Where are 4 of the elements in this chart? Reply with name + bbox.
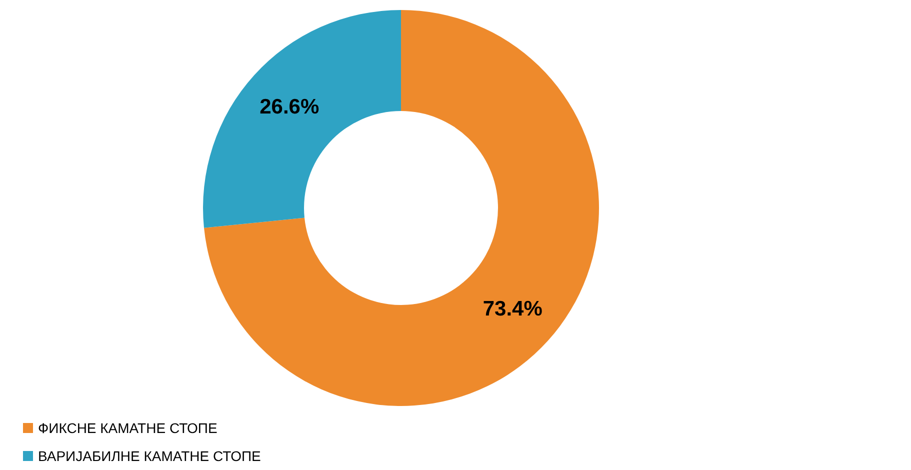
data-label: 73.4% <box>482 297 543 320</box>
legend-label: ФИКСНЕ КАМАТНЕ СТОПЕ <box>38 420 218 436</box>
legend-label: ВАРИЈАБИЛНЕ КАМАТНЕ СТОПЕ <box>38 448 261 464</box>
data-label: 26.6% <box>260 96 320 119</box>
